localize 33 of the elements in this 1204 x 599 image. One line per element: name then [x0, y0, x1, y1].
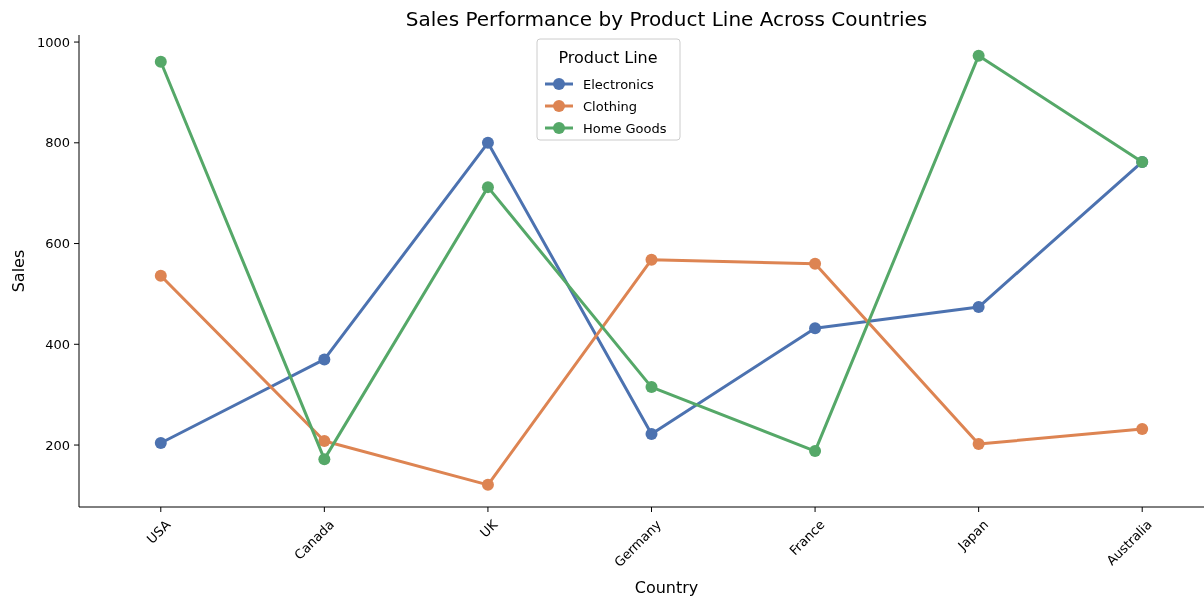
point — [154, 437, 167, 450]
y-tick-label: 800 — [45, 135, 70, 151]
chart-title: Sales Performance by Product Line Across Countries — [405, 7, 928, 31]
point — [481, 181, 494, 194]
x-tick-label: USA — [143, 516, 174, 547]
point — [645, 381, 658, 394]
point — [481, 136, 494, 149]
y-tick-label: 200 — [45, 437, 70, 453]
point — [318, 453, 331, 466]
point — [972, 49, 985, 62]
point — [972, 301, 985, 314]
point — [154, 55, 167, 68]
point — [318, 353, 331, 366]
legend-label: Home Goods — [583, 120, 667, 136]
point — [809, 257, 822, 270]
point — [481, 478, 494, 491]
point — [154, 269, 167, 282]
y-tick-label: 600 — [45, 236, 70, 252]
y-axis-title: Sales — [9, 249, 28, 293]
x-tick-label: UK — [477, 516, 501, 541]
point — [809, 322, 822, 335]
legend-title: Product Line — [558, 48, 658, 67]
legend-label: Electronics — [583, 76, 655, 92]
y-tick-label: 1000 — [36, 34, 70, 50]
x-axis-title: Country — [634, 578, 699, 597]
point — [1136, 422, 1149, 435]
point — [645, 427, 658, 440]
point — [972, 438, 985, 451]
point — [318, 435, 331, 448]
point — [645, 253, 658, 266]
y-tick-label: 400 — [45, 336, 70, 352]
point — [809, 445, 822, 458]
legend-label: Clothing — [583, 98, 638, 114]
